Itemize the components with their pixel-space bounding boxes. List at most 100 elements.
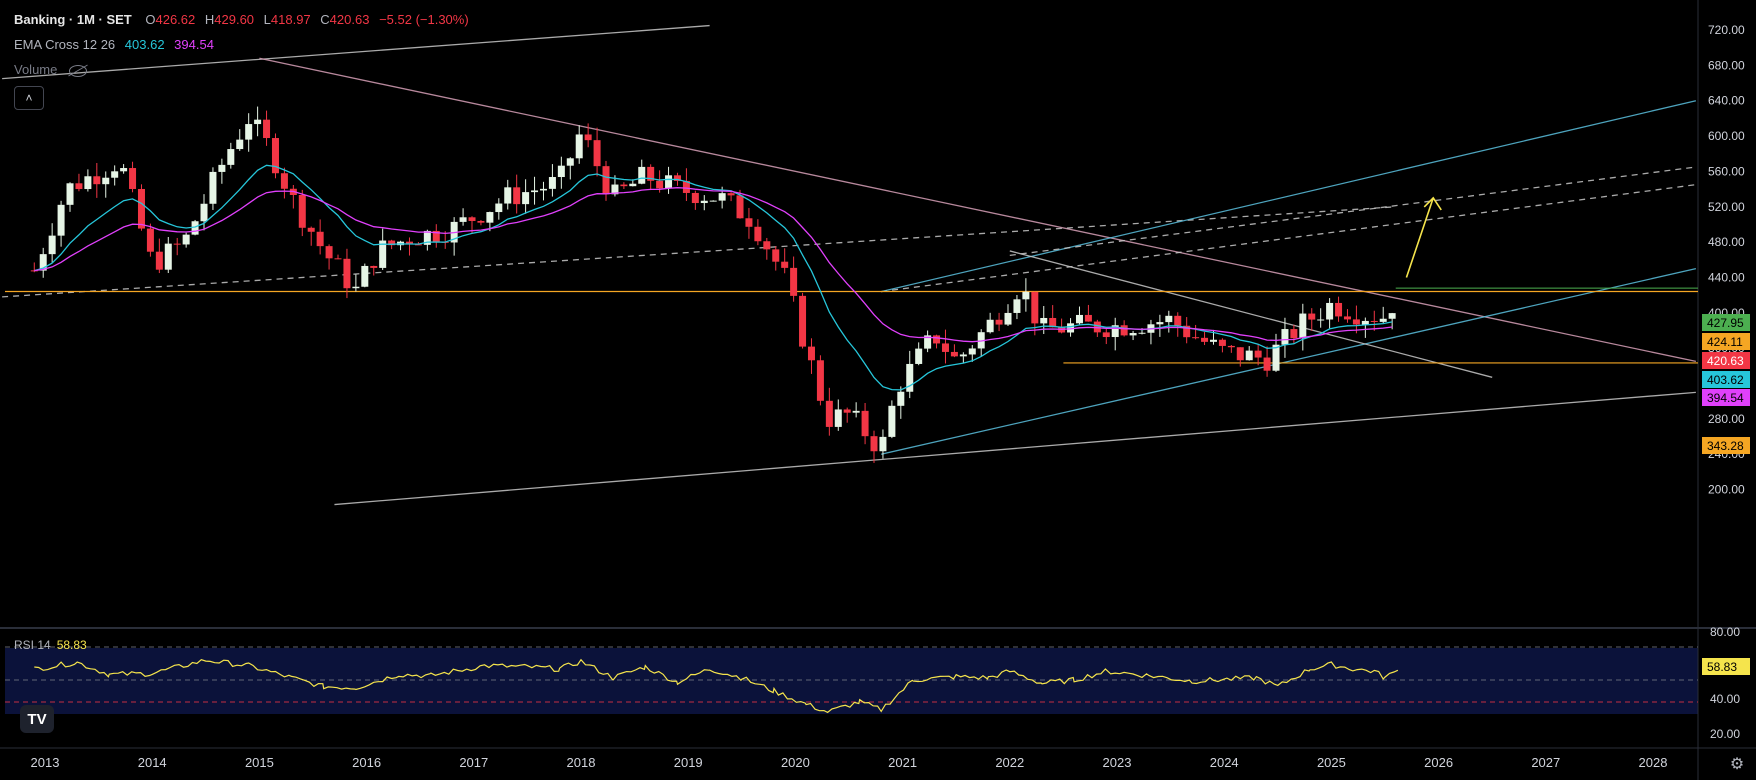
ema-fast-line: [34, 164, 1393, 391]
candle-body: [120, 168, 128, 172]
candle-body: [1040, 317, 1048, 324]
candle-body: [1272, 344, 1280, 371]
tradingview-logo[interactable]: TV: [20, 705, 54, 733]
trendline-2: [2, 206, 1396, 298]
price-label-text: 420.63: [1707, 354, 1744, 368]
candle-body: [459, 217, 467, 222]
candle-body: [852, 410, 860, 413]
trendline-4: [334, 391, 1696, 506]
candle-body: [763, 241, 771, 250]
candle-body: [352, 286, 360, 289]
candle-body: [155, 251, 163, 270]
candle-body: [414, 244, 422, 246]
price-tick-label: 680.00: [1708, 58, 1745, 72]
candle-body: [825, 400, 833, 427]
candle-body: [1370, 320, 1378, 322]
candle-body: [915, 348, 923, 364]
candle-body: [879, 436, 887, 452]
candle-body: [709, 200, 717, 202]
candle-body: [986, 319, 994, 333]
candle-body: [307, 227, 315, 232]
candle-body: [673, 175, 681, 181]
candle-body: [1111, 325, 1119, 338]
candle-body: [423, 230, 431, 245]
time-tick-label: 2013: [31, 755, 60, 770]
candle-body: [1174, 315, 1182, 326]
price-tick-label: 600.00: [1708, 129, 1745, 143]
price-label-text: 394.54: [1707, 391, 1744, 405]
candle-body: [781, 261, 789, 268]
candle-body: [1209, 339, 1217, 342]
rsi-value: 58.83: [56, 638, 87, 652]
candle-body: [754, 226, 762, 242]
price-pane: [0, 0, 1698, 628]
candle-body: [137, 188, 145, 229]
volume-legend[interactable]: Volume: [14, 62, 87, 77]
low-label: L: [263, 12, 271, 27]
candle-body: [772, 249, 780, 262]
candle-body: [1075, 314, 1083, 324]
time-tick-label: 2016: [352, 755, 381, 770]
candle-body: [432, 230, 440, 242]
price-tick-label: 440.00: [1708, 270, 1745, 284]
candle-body: [334, 258, 342, 260]
rsi-tick-label: 20.00: [1710, 727, 1740, 741]
price-label-text: 343.28: [1707, 439, 1744, 453]
trendline-5: [881, 267, 1697, 455]
candle-body: [1335, 302, 1343, 317]
price-label-text: 427.95: [1707, 316, 1744, 330]
trendline-0: [2, 24, 710, 80]
candle-body: [227, 149, 235, 165]
candle-body: [280, 173, 288, 189]
candle-body: [388, 240, 396, 246]
candle-body: [1227, 345, 1235, 348]
price-label-box: [1702, 333, 1750, 350]
trendline-7: [1009, 250, 1493, 378]
candle-body: [950, 351, 958, 357]
volume-label: Volume: [14, 62, 58, 77]
candle-body: [1236, 347, 1244, 361]
candle-body: [504, 187, 512, 204]
candle-body: [995, 319, 1003, 325]
chevron-up-icon: ˄: [25, 91, 33, 105]
trendline-6: [881, 100, 1697, 293]
candle-body: [924, 335, 932, 349]
candle-body: [1120, 325, 1128, 336]
candle-body: [700, 200, 708, 204]
price-tick-label: 200.00: [1708, 483, 1745, 497]
candle-body: [93, 176, 101, 185]
candle-body: [263, 119, 271, 139]
low-value: 418.97: [270, 12, 311, 27]
time-tick-label: 2020: [781, 755, 810, 770]
time-tick-label: 2017: [459, 755, 488, 770]
candle-body: [271, 138, 279, 174]
candle-body: [933, 335, 941, 344]
eye-crossed-icon[interactable]: [69, 64, 87, 77]
candle-body: [316, 231, 324, 247]
candle-body: [343, 258, 351, 289]
candle-body: [897, 391, 905, 406]
rsi-line: [34, 658, 1399, 714]
candle-body: [30, 270, 38, 272]
gear-icon[interactable]: ⚙: [1729, 756, 1745, 773]
symbol-title[interactable]: Banking · 1M · SET: [14, 12, 132, 27]
candle-body: [1201, 337, 1209, 342]
ema-legend[interactable]: EMA Cross 12 26 403.62 394.54: [14, 37, 214, 52]
time-tick-label: 2019: [674, 755, 703, 770]
candle-body: [691, 192, 699, 204]
ema-slow-value: 394.54: [174, 37, 214, 52]
candle-body: [575, 134, 583, 159]
rsi-legend[interactable]: RSI 14 58.83: [14, 638, 87, 652]
price-label-text: 424.11: [1707, 335, 1743, 349]
candle-body: [718, 193, 726, 201]
candle-body: [102, 177, 110, 185]
candle-body: [941, 343, 949, 352]
candle-body: [522, 192, 530, 205]
time-tick-label: 2014: [138, 755, 167, 770]
candle-body: [566, 158, 574, 166]
candle-body: [843, 409, 851, 413]
candle-body: [959, 354, 967, 357]
collapse-button[interactable]: ˄: [14, 86, 44, 110]
candle-body: [1290, 329, 1298, 339]
